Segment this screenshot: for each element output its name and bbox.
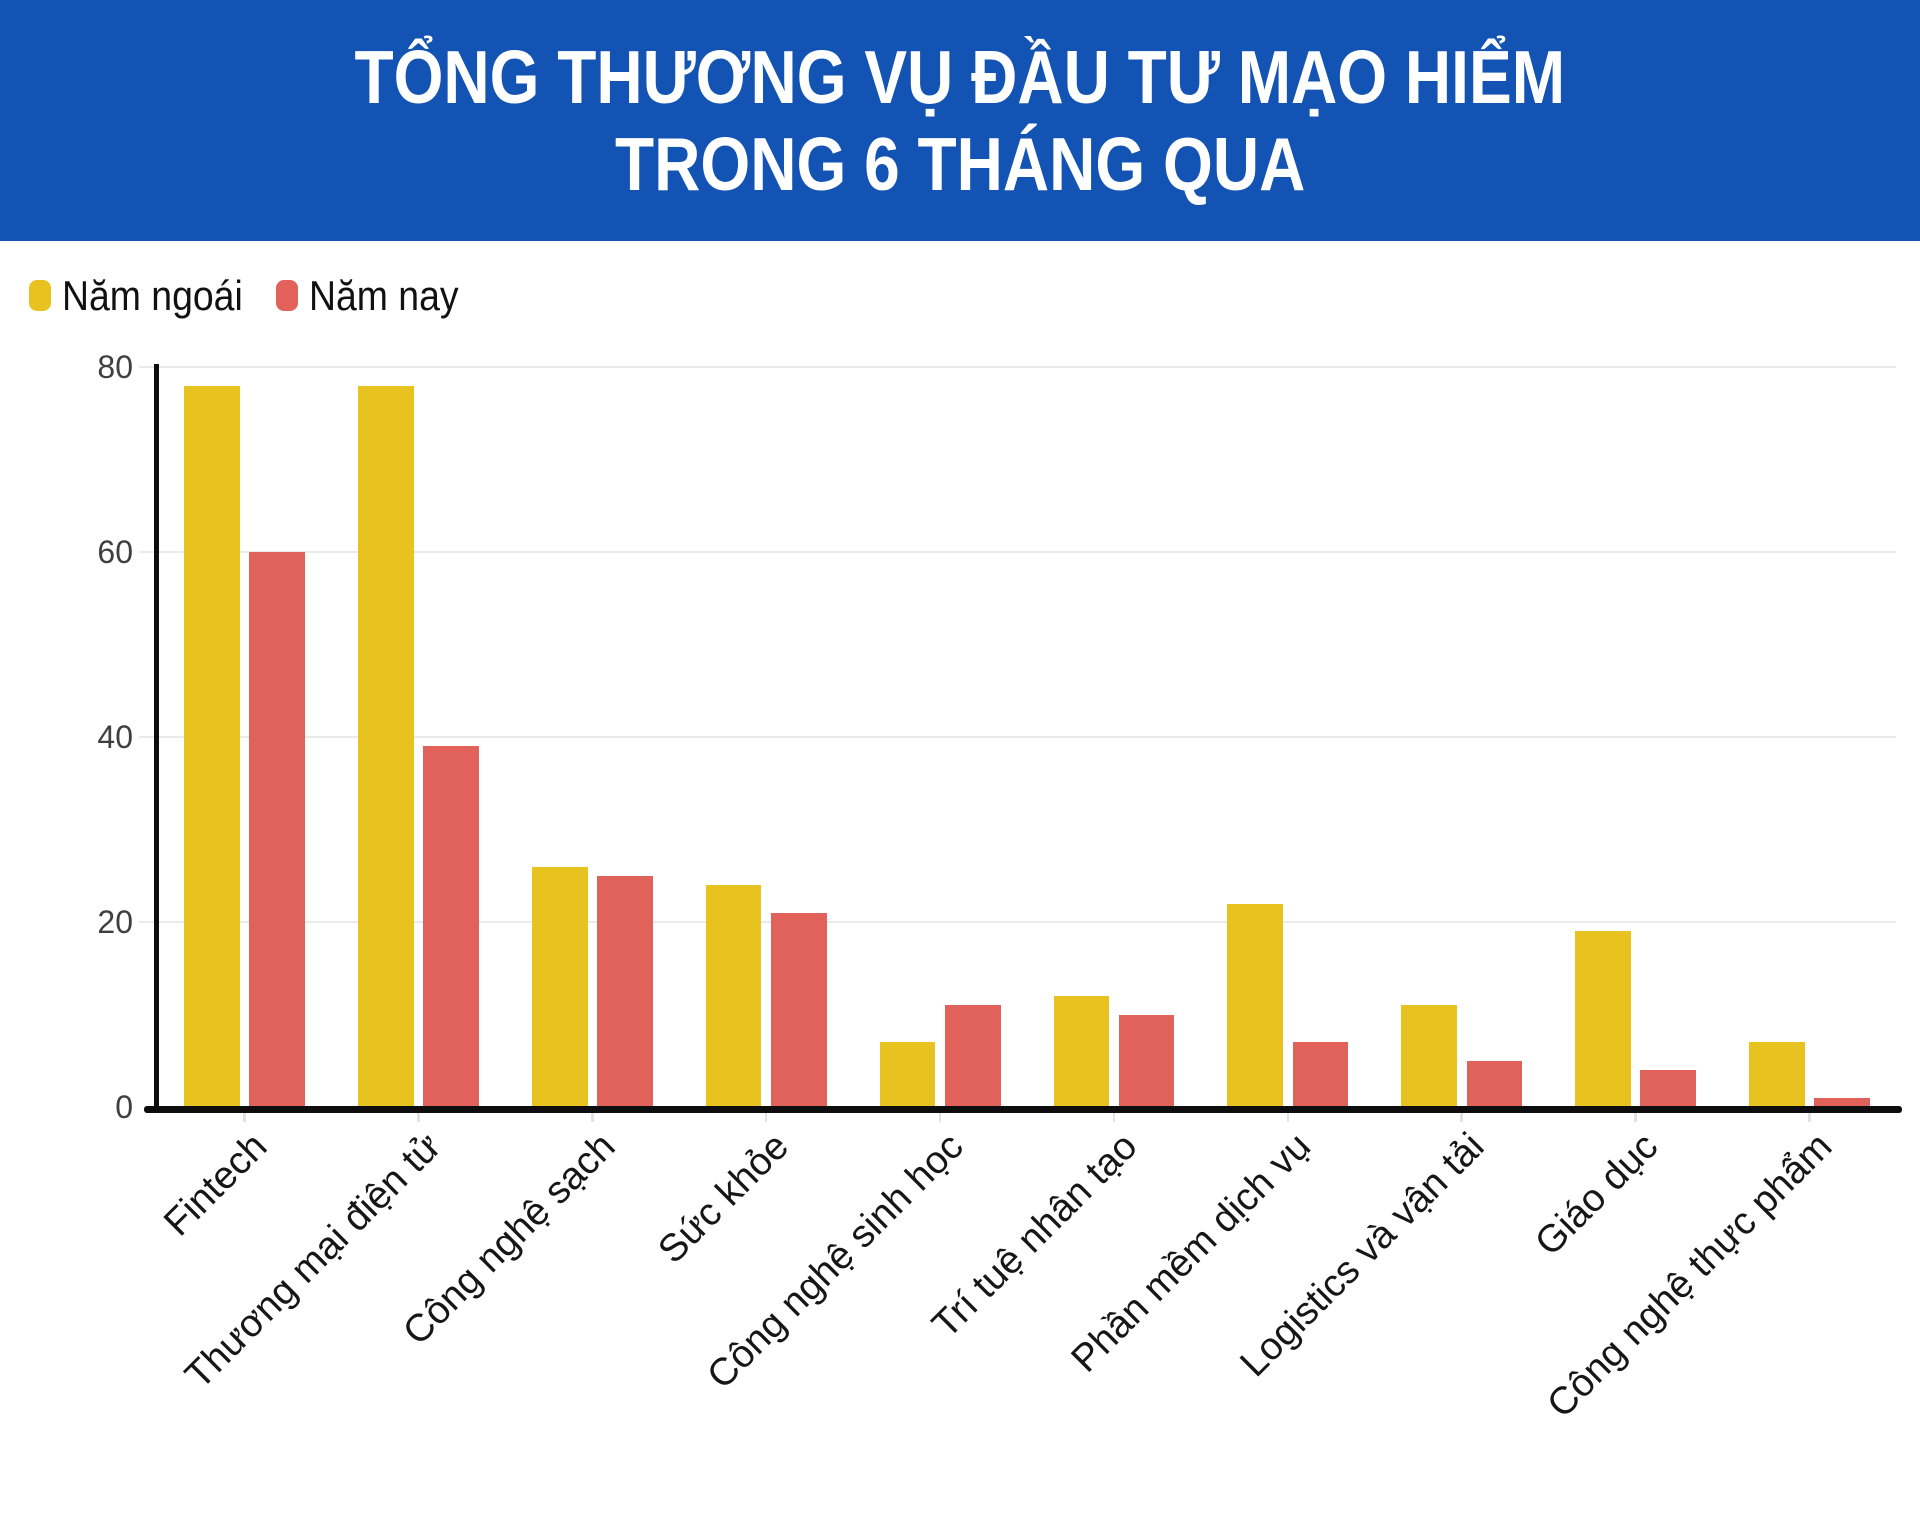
legend-label-this-year: Năm nay xyxy=(309,271,459,319)
bar-this-year-5[interactable] xyxy=(1118,1014,1175,1107)
chart-title-line-2: TRONG 6 THÁNG QUA xyxy=(614,121,1306,206)
y-axis-tick-label-40: 40 xyxy=(97,719,133,755)
bar-this-year-3[interactable] xyxy=(771,912,827,1107)
bar-this-year-6[interactable] xyxy=(1292,1042,1349,1107)
x-axis-category-label-0: Fintech xyxy=(155,1124,276,1244)
bar-this-year-0[interactable] xyxy=(249,552,305,1107)
y-axis-tick-label-0: 0 xyxy=(115,1089,133,1125)
gridline-60 xyxy=(139,551,1897,553)
bar-this-year-9[interactable] xyxy=(1814,1097,1870,1107)
x-axis-category-label-8: Giáo dục xyxy=(1527,1124,1667,1264)
x-axis-category-label-3: Sức khỏe xyxy=(650,1124,798,1272)
x-axis-tick-6 xyxy=(1286,1112,1290,1122)
bar-last-year-2[interactable] xyxy=(531,866,588,1107)
bar-last-year-7[interactable] xyxy=(1401,1005,1457,1107)
bar-this-year-1[interactable] xyxy=(423,746,479,1107)
header-banner: TỔNG THƯƠNG VỤ ĐẦU TƯ MẠO HIỂM TRONG 6 T… xyxy=(0,0,1920,241)
bar-last-year-0[interactable] xyxy=(184,385,240,1107)
x-axis-category-label-9: Công nghệ thực phẩm xyxy=(1539,1124,1841,1426)
bar-last-year-5[interactable] xyxy=(1053,996,1110,1107)
gridline-20 xyxy=(139,921,1897,923)
y-axis-tick-label-60: 60 xyxy=(97,534,133,570)
bar-last-year-8[interactable] xyxy=(1575,931,1631,1107)
x-axis-tick-4 xyxy=(938,1112,942,1122)
legend-label-last-year: Năm ngoái xyxy=(62,271,243,319)
x-axis-line xyxy=(144,1106,1902,1113)
bar-last-year-9[interactable] xyxy=(1749,1042,1805,1107)
x-axis-tick-1 xyxy=(417,1112,420,1122)
legend-swatch-this-year xyxy=(276,280,298,311)
x-axis-tick-2 xyxy=(591,1112,594,1122)
x-axis-tick-5 xyxy=(1112,1112,1116,1122)
gridline-80 xyxy=(139,366,1897,368)
legend-item-last-year[interactable]: Năm ngoái xyxy=(29,272,265,320)
x-axis-tick-8 xyxy=(1634,1112,1637,1122)
chart-title-line-1: TỔNG THƯƠNG VỤ ĐẦU TƯ MẠO HIỂM xyxy=(354,34,1566,119)
bar-last-year-4[interactable] xyxy=(879,1042,936,1107)
legend-swatch-last-year xyxy=(29,280,51,311)
bar-last-year-1[interactable] xyxy=(358,385,414,1107)
x-axis-tick-9 xyxy=(1808,1112,1811,1122)
bar-this-year-2[interactable] xyxy=(597,875,653,1107)
y-axis-tick-label-20: 20 xyxy=(97,904,133,940)
gridline-40 xyxy=(139,736,1897,738)
bar-this-year-8[interactable] xyxy=(1640,1070,1697,1107)
x-axis-tick-7 xyxy=(1460,1112,1463,1122)
x-axis-tick-0 xyxy=(243,1112,246,1122)
y-axis-tick-label-80: 80 xyxy=(97,349,133,385)
y-axis-line xyxy=(154,364,159,1111)
bar-this-year-7[interactable] xyxy=(1466,1060,1523,1107)
x-axis-tick-3 xyxy=(764,1112,768,1122)
legend-item-this-year[interactable]: Năm nay xyxy=(276,272,477,320)
bar-last-year-6[interactable] xyxy=(1227,903,1284,1107)
bar-this-year-4[interactable] xyxy=(944,1005,1001,1107)
bar-last-year-3[interactable] xyxy=(705,885,762,1107)
